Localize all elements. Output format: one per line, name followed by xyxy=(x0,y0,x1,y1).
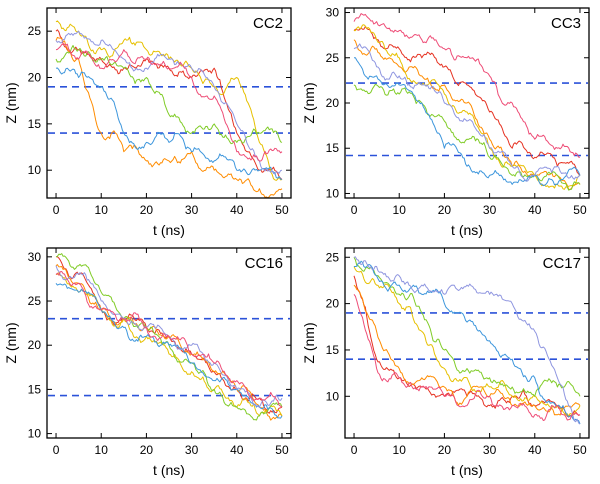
x-axis-label: t (ns) xyxy=(451,462,483,478)
y-tick-label: 25 xyxy=(28,24,42,38)
x-tick-label: 30 xyxy=(483,443,497,457)
x-tick-label: 0 xyxy=(351,443,358,457)
y-tick-label: 15 xyxy=(326,141,340,155)
x-tick-label: 30 xyxy=(483,203,497,217)
chart-panel: 0 10 20 30 40 50 10 15 20 25 t (ns) Z (nm) CC17 xyxy=(300,242,598,482)
y-tick-label: 15 xyxy=(28,382,42,396)
y-tick-label: 10 xyxy=(28,163,42,177)
plot-frame xyxy=(344,247,590,439)
series-red xyxy=(55,29,283,180)
x-tick-label: 30 xyxy=(185,443,199,457)
y-tick-label: 25 xyxy=(326,250,340,264)
x-tick-label: 40 xyxy=(528,203,542,217)
x-tick-label: 50 xyxy=(275,203,289,217)
series-yellow xyxy=(353,266,581,417)
series-violet xyxy=(353,43,581,182)
y-tick-label: 30 xyxy=(28,250,42,264)
x-axis-label: t (ns) xyxy=(451,222,483,238)
series-yellow xyxy=(354,24,581,190)
series-orange xyxy=(353,39,581,190)
series-orange xyxy=(353,284,581,416)
x-tick-label: 10 xyxy=(393,443,407,457)
series-blue xyxy=(55,67,283,180)
y-tick-label: 10 xyxy=(326,186,340,200)
x-tick-label: 20 xyxy=(140,203,154,217)
x-tick-label: 0 xyxy=(351,203,358,217)
y-tick-label: 15 xyxy=(28,117,42,131)
x-tick-label: 20 xyxy=(438,443,452,457)
series-violet xyxy=(55,30,283,175)
x-tick-label: 0 xyxy=(53,443,60,457)
x-tick-label: 20 xyxy=(140,443,154,457)
y-tick-label: 20 xyxy=(326,297,340,311)
y-tick-label: 15 xyxy=(326,343,340,357)
chart-panel: 0 10 20 30 40 50 10 15 20 25 30 t (ns) Z (nm) CC16 xyxy=(2,242,300,482)
panel-title: CC16 xyxy=(245,255,283,272)
plot-cc17: 0 10 20 30 40 50 10 15 20 25 t (ns) Z (nm) CC17 xyxy=(301,247,590,478)
y-tick-label: 25 xyxy=(326,51,340,65)
y-tick-label: 30 xyxy=(326,6,340,20)
x-tick-label: 10 xyxy=(393,203,407,217)
plot-cc2: 0 10 20 30 40 50 10 15 20 25 t (ns) Z (nm) CC2 xyxy=(3,7,292,238)
series-green xyxy=(353,84,581,191)
series-pink xyxy=(353,294,581,421)
series-red xyxy=(353,26,581,176)
panel-title: CC2 xyxy=(253,15,283,32)
series-orange xyxy=(55,36,283,198)
series-blue xyxy=(354,57,581,187)
x-tick-label: 50 xyxy=(573,203,587,217)
x-tick-label: 50 xyxy=(573,443,587,457)
x-axis-label: t (ns) xyxy=(153,222,185,238)
plot-frame xyxy=(46,7,292,199)
chart-panel: 0 10 20 30 40 50 10 15 20 25 30 t (ns) Z (nm) CC3 xyxy=(300,2,598,242)
x-tick-label: 10 xyxy=(95,443,109,457)
series-green xyxy=(55,45,283,145)
y-tick-label: 20 xyxy=(28,71,42,85)
y-tick-label: 25 xyxy=(28,294,42,308)
series-blue xyxy=(354,260,581,425)
panel-title: CC3 xyxy=(551,15,581,32)
x-tick-label: 10 xyxy=(95,203,109,217)
x-tick-label: 40 xyxy=(230,203,244,217)
x-axis-label: t (ns) xyxy=(153,462,185,478)
series-yellow xyxy=(55,20,283,181)
chart-panel: 0 10 20 30 40 50 10 15 20 25 t (ns) Z (nm) CC2 xyxy=(2,2,300,242)
plot-frame xyxy=(46,247,292,439)
y-tick-label: 10 xyxy=(326,389,340,403)
y-tick-label: 10 xyxy=(28,427,42,441)
x-tick-label: 50 xyxy=(275,443,289,457)
x-tick-label: 40 xyxy=(528,443,542,457)
x-tick-label: 0 xyxy=(53,203,60,217)
series-blue xyxy=(55,282,283,419)
series-pink xyxy=(55,271,283,408)
series-pink xyxy=(353,13,581,158)
series-pink xyxy=(55,43,283,162)
y-tick-label: 20 xyxy=(326,96,340,110)
series-green xyxy=(353,257,581,397)
y-tick-label: 20 xyxy=(28,338,42,352)
x-tick-label: 40 xyxy=(230,443,244,457)
y-axis-label: Z (nm) xyxy=(3,322,19,363)
y-axis-label: Z (nm) xyxy=(3,82,19,123)
x-tick-label: 20 xyxy=(438,203,452,217)
y-axis-label: Z (nm) xyxy=(301,322,317,363)
x-tick-label: 30 xyxy=(185,203,199,217)
series-violet xyxy=(353,256,581,425)
y-axis-label: Z (nm) xyxy=(301,82,317,123)
panel-title: CC17 xyxy=(543,255,581,272)
